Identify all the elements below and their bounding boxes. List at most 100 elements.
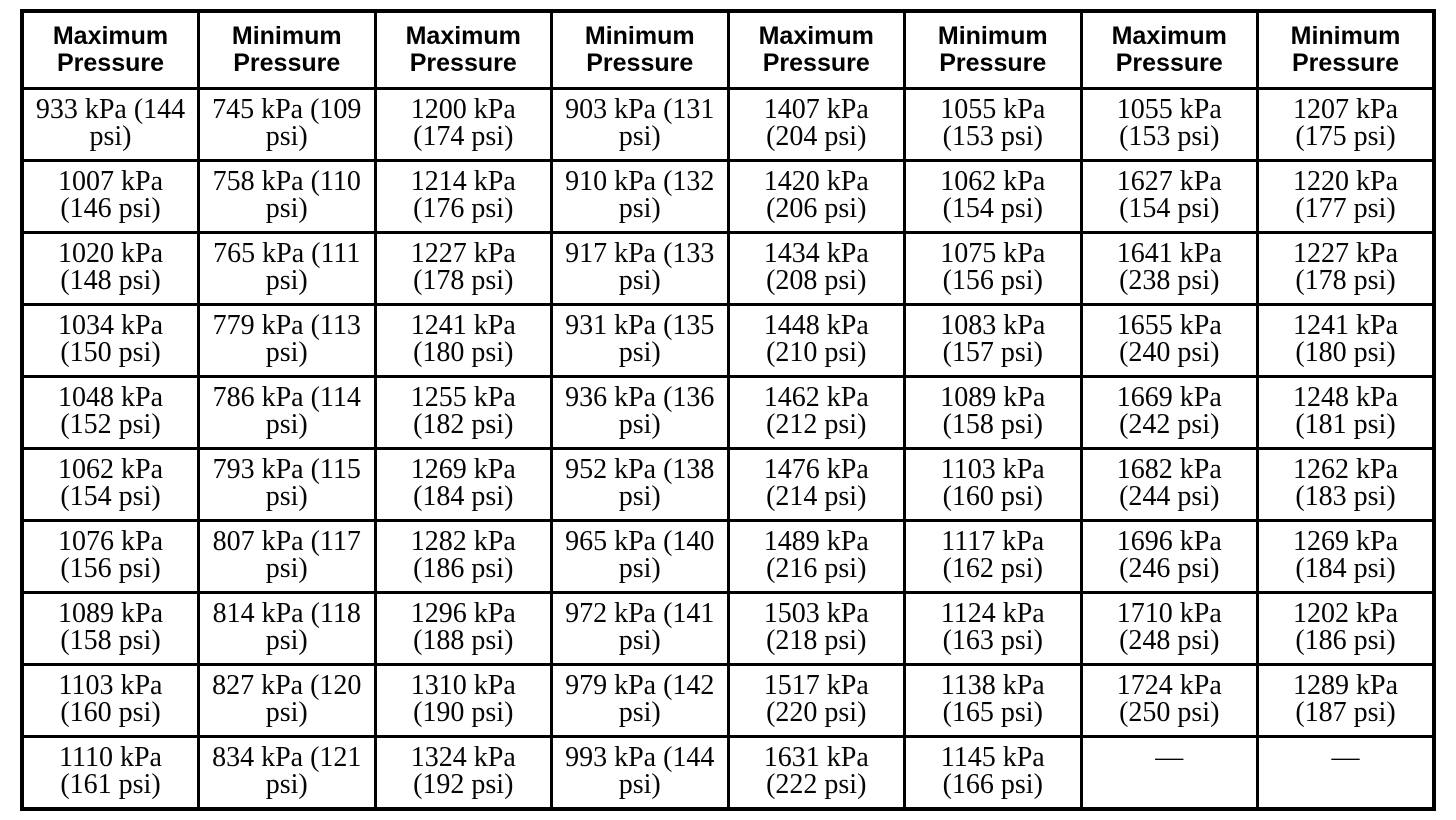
table-cell: 1075 kPa (156 psi)	[903, 231, 1083, 306]
table-cell: 1310 kPa (190 psi)	[373, 663, 553, 738]
column-header-max-pressure-1: Maximum Pressure	[20, 9, 200, 90]
table-row: 1007 kPa (146 psi) 758 kPa (110 psi) 1214 …	[20, 159, 1436, 234]
table-cell: 1103 kPa (160 psi)	[903, 447, 1083, 522]
table-cell: 814 kPa (118 psi)	[197, 591, 377, 666]
table-cell: 1055 kPa (153 psi)	[1079, 87, 1259, 162]
table-cell: 779 kPa (113 psi)	[197, 303, 377, 378]
table-cell: 1420 kPa (206 psi)	[726, 159, 906, 234]
table-cell: 1062 kPa (154 psi)	[20, 447, 200, 522]
table-cell: 903 kPa (131 psi)	[550, 87, 730, 162]
table-cell: 793 kPa (115 psi)	[197, 447, 377, 522]
table-cell: 1241 kPa (180 psi)	[1256, 303, 1436, 378]
table-header: Maximum Pressure Minimum Pressure Maximu…	[20, 9, 1436, 90]
table-cell: 1269 kPa (184 psi)	[373, 447, 553, 522]
table-row: 1062 kPa (154 psi) 793 kPa (115 psi) 1269 …	[20, 447, 1436, 522]
table-cell: 1227 kPa (178 psi)	[1256, 231, 1436, 306]
column-header-max-pressure-3: Maximum Pressure	[726, 9, 906, 90]
table-cell: 1138 kPa (165 psi)	[903, 663, 1083, 738]
table-cell: 1220 kPa (177 psi)	[1256, 159, 1436, 234]
column-header-min-pressure-4: Minimum Pressure	[1256, 9, 1436, 90]
table-body: 933 kPa (144 psi) 745 kPa (109 psi) 1200 k…	[20, 87, 1436, 811]
table-cell: 910 kPa (132 psi)	[550, 159, 730, 234]
table-cell: 1117 kPa (162 psi)	[903, 519, 1083, 594]
table-cell: 1262 kPa (183 psi)	[1256, 447, 1436, 522]
table-cell: 1296 kPa (188 psi)	[373, 591, 553, 666]
column-header-min-pressure-1: Minimum Pressure	[197, 9, 377, 90]
table-cell: 1462 kPa (212 psi)	[726, 375, 906, 450]
table-cell: 917 kPa (133 psi)	[550, 231, 730, 306]
table-cell: 1124 kPa (163 psi)	[903, 591, 1083, 666]
pressure-table: Maximum Pressure Minimum Pressure Maximu…	[20, 9, 1436, 811]
table-cell: 1241 kPa (180 psi)	[373, 303, 553, 378]
table-row: 933 kPa (144 psi) 745 kPa (109 psi) 1200 k…	[20, 87, 1436, 162]
table-cell: 1200 kPa (174 psi)	[373, 87, 553, 162]
column-header-max-pressure-4: Maximum Pressure	[1079, 9, 1259, 90]
column-header-min-pressure-3: Minimum Pressure	[903, 9, 1083, 90]
table-cell: 1682 kPa (244 psi)	[1079, 447, 1259, 522]
table-cell: 1517 kPa (220 psi)	[726, 663, 906, 738]
table-cell: 1020 kPa (148 psi)	[20, 231, 200, 306]
table-cell: 786 kPa (114 psi)	[197, 375, 377, 450]
table-cell: 1724 kPa (250 psi)	[1079, 663, 1259, 738]
table-cell: —	[1256, 735, 1436, 811]
table-cell: 965 kPa (140 psi)	[550, 519, 730, 594]
table-row: 1103 kPa (160 psi) 827 kPa (120 psi) 1310 …	[20, 663, 1436, 738]
table-cell: 1407 kPa (204 psi)	[726, 87, 906, 162]
table-cell: 1489 kPa (216 psi)	[726, 519, 906, 594]
table-cell: 1083 kPa (157 psi)	[903, 303, 1083, 378]
table-cell: —	[1079, 735, 1259, 811]
table-row: 1076 kPa (156 psi) 807 kPa (117 psi) 1282 …	[20, 519, 1436, 594]
table-cell: 1145 kPa (166 psi)	[903, 735, 1083, 811]
table-cell: 933 kPa (144 psi)	[20, 87, 200, 162]
table-cell: 979 kPa (142 psi)	[550, 663, 730, 738]
table-cell: 1089 kPa (158 psi)	[20, 591, 200, 666]
table-cell: 1503 kPa (218 psi)	[726, 591, 906, 666]
table-cell: 807 kPa (117 psi)	[197, 519, 377, 594]
table-cell: 1048 kPa (152 psi)	[20, 375, 200, 450]
table-cell: 758 kPa (110 psi)	[197, 159, 377, 234]
table-row: 1110 kPa (161 psi) 834 kPa (121 psi) 1324 …	[20, 735, 1436, 811]
table-cell: 1007 kPa (146 psi)	[20, 159, 200, 234]
table-cell: 1289 kPa (187 psi)	[1256, 663, 1436, 738]
table-cell: 1207 kPa (175 psi)	[1256, 87, 1436, 162]
table-cell: 1641 kPa (238 psi)	[1079, 231, 1259, 306]
header-row: Maximum Pressure Minimum Pressure Maximu…	[20, 9, 1436, 90]
table-row: 1048 kPa (152 psi) 786 kPa (114 psi) 1255 …	[20, 375, 1436, 450]
table-cell: 1710 kPa (248 psi)	[1079, 591, 1259, 666]
table-cell: 1110 kPa (161 psi)	[20, 735, 200, 811]
table-cell: 1282 kPa (186 psi)	[373, 519, 553, 594]
table-cell: 765 kPa (111 psi)	[197, 231, 377, 306]
column-header-min-pressure-2: Minimum Pressure	[550, 9, 730, 90]
table-cell: 1627 kPa (154 psi)	[1079, 159, 1259, 234]
table-row: 1034 kPa (150 psi) 779 kPa (113 psi) 1241 …	[20, 303, 1436, 378]
table-cell: 1248 kPa (181 psi)	[1256, 375, 1436, 450]
table-cell: 1476 kPa (214 psi)	[726, 447, 906, 522]
table-row: 1089 kPa (158 psi) 814 kPa (118 psi) 1296 …	[20, 591, 1436, 666]
table-cell: 1255 kPa (182 psi)	[373, 375, 553, 450]
table-cell: 1631 kPa (222 psi)	[726, 735, 906, 811]
table-cell: 834 kPa (121 psi)	[197, 735, 377, 811]
table-cell: 1669 kPa (242 psi)	[1079, 375, 1259, 450]
table-cell: 1448 kPa (210 psi)	[726, 303, 906, 378]
table-cell: 952 kPa (138 psi)	[550, 447, 730, 522]
table-cell: 1089 kPa (158 psi)	[903, 375, 1083, 450]
column-header-max-pressure-2: Maximum Pressure	[373, 9, 553, 90]
table-cell: 1202 kPa (186 psi)	[1256, 591, 1436, 666]
table-cell: 1434 kPa (208 psi)	[726, 231, 906, 306]
table-cell: 1269 kPa (184 psi)	[1256, 519, 1436, 594]
table-cell: 1324 kPa (192 psi)	[373, 735, 553, 811]
table-cell: 1034 kPa (150 psi)	[20, 303, 200, 378]
table-row: 1020 kPa (148 psi) 765 kPa (111 psi) 1227 …	[20, 231, 1436, 306]
table-cell: 1214 kPa (176 psi)	[373, 159, 553, 234]
table-cell: 1655 kPa (240 psi)	[1079, 303, 1259, 378]
table-cell: 1103 kPa (160 psi)	[20, 663, 200, 738]
table-cell: 1062 kPa (154 psi)	[903, 159, 1083, 234]
table-cell: 745 kPa (109 psi)	[197, 87, 377, 162]
table-cell: 1055 kPa (153 psi)	[903, 87, 1083, 162]
table-cell: 1227 kPa (178 psi)	[373, 231, 553, 306]
table-cell: 972 kPa (141 psi)	[550, 591, 730, 666]
table-cell: 1076 kPa (156 psi)	[20, 519, 200, 594]
table-cell: 827 kPa (120 psi)	[197, 663, 377, 738]
table-cell: 1696 kPa (246 psi)	[1079, 519, 1259, 594]
